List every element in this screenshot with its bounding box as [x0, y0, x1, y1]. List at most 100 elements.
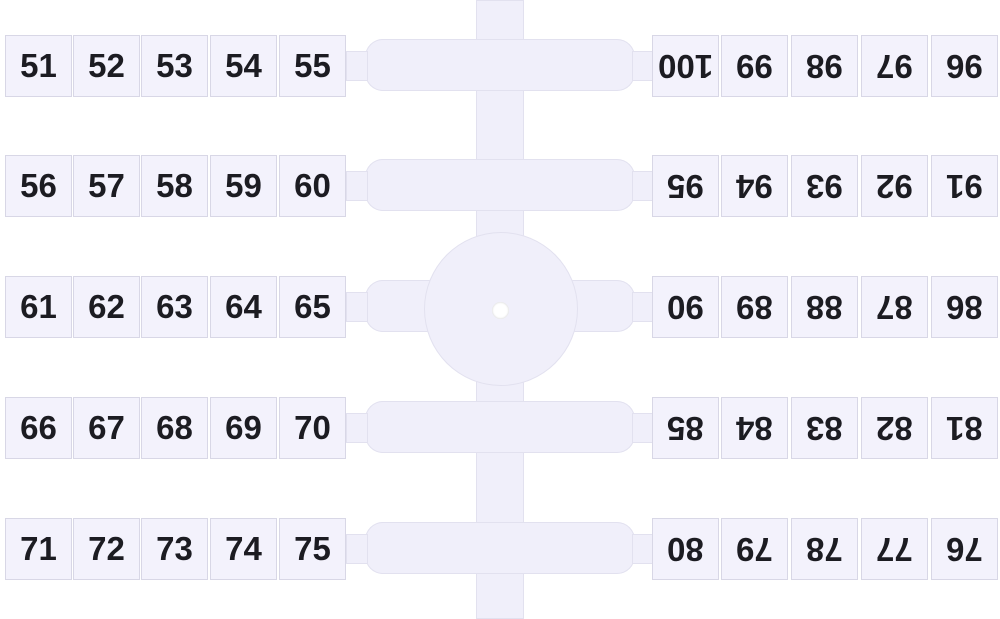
marker-number: 89 — [736, 289, 773, 326]
marker-tag: 80 — [652, 518, 719, 580]
marker-number: 95 — [667, 168, 704, 205]
marker-tag: 89 — [721, 276, 788, 338]
marker-number: 81 — [946, 410, 983, 447]
marker-tag: 94 — [721, 155, 788, 217]
marker-tag: 75 — [279, 518, 346, 580]
marker-number: 71 — [20, 530, 57, 567]
marker-tag: 71 — [5, 518, 72, 580]
marker-tag: 68 — [141, 397, 208, 459]
connector-neck — [632, 292, 654, 322]
connector-neck — [346, 171, 368, 201]
marker-tag: 98 — [791, 35, 858, 97]
marker-number: 58 — [156, 167, 193, 204]
marker-number: 60 — [294, 167, 331, 204]
marker-tag: 92 — [861, 155, 928, 217]
marker-tag: 52 — [73, 35, 140, 97]
marker-tag: 69 — [210, 397, 277, 459]
marker-number: 72 — [88, 530, 125, 567]
marker-tag: 58 — [141, 155, 208, 217]
marker-number: 65 — [294, 288, 331, 325]
connector-neck — [346, 51, 368, 81]
marker-tag: 86 — [931, 276, 998, 338]
marker-number: 53 — [156, 47, 193, 84]
marker-tag: 67 — [73, 397, 140, 459]
connector-bar — [365, 522, 635, 574]
marker-number: 82 — [876, 410, 913, 447]
marker-tag: 97 — [861, 35, 928, 97]
marker-number: 88 — [806, 289, 843, 326]
marker-number: 85 — [667, 410, 704, 447]
connector-neck — [346, 413, 368, 443]
marker-number: 64 — [225, 288, 262, 325]
marker-number: 73 — [156, 530, 193, 567]
marker-number: 91 — [946, 168, 983, 205]
marker-number: 55 — [294, 47, 331, 84]
hub-hole — [492, 302, 509, 319]
marker-number: 86 — [946, 289, 983, 326]
marker-number: 90 — [667, 289, 704, 326]
connector-neck — [632, 51, 654, 81]
marker-tag: 78 — [791, 518, 858, 580]
marker-number: 75 — [294, 530, 331, 567]
marker-tag: 84 — [721, 397, 788, 459]
marker-tag: 96 — [931, 35, 998, 97]
marker-tag: 59 — [210, 155, 277, 217]
marker-number: 63 — [156, 288, 193, 325]
marker-tag: 99 — [721, 35, 788, 97]
marker-tag: 66 — [5, 397, 72, 459]
marker-number: 79 — [736, 531, 773, 568]
marker-tag: 70 — [279, 397, 346, 459]
marker-tag: 54 — [210, 35, 277, 97]
marker-number: 92 — [876, 168, 913, 205]
marker-number: 56 — [20, 167, 57, 204]
marker-tag: 91 — [931, 155, 998, 217]
connector-bar — [365, 159, 635, 211]
marker-number: 57 — [88, 167, 125, 204]
marker-number: 93 — [806, 168, 843, 205]
marker-number: 51 — [20, 47, 57, 84]
connector-bar — [365, 401, 635, 453]
marker-number: 66 — [20, 409, 57, 446]
marker-number: 78 — [806, 531, 843, 568]
marker-tag: 63 — [141, 276, 208, 338]
marker-number: 70 — [294, 409, 331, 446]
marker-tag: 55 — [279, 35, 346, 97]
marker-number: 100 — [657, 48, 714, 85]
marker-tag: 74 — [210, 518, 277, 580]
marker-tag: 72 — [73, 518, 140, 580]
marker-tag: 53 — [141, 35, 208, 97]
marker-number: 87 — [876, 289, 913, 326]
marker-tag: 76 — [931, 518, 998, 580]
marker-tag: 95 — [652, 155, 719, 217]
marker-number: 98 — [806, 48, 843, 85]
marker-tag: 82 — [861, 397, 928, 459]
marker-number: 62 — [88, 288, 125, 325]
connector-bar — [365, 39, 635, 91]
connector-neck — [346, 292, 368, 322]
marker-tag: 64 — [210, 276, 277, 338]
connector-neck — [632, 171, 654, 201]
marker-number: 69 — [225, 409, 262, 446]
marker-number: 74 — [225, 530, 262, 567]
marker-number: 52 — [88, 47, 125, 84]
connector-neck — [632, 413, 654, 443]
marker-tag: 62 — [73, 276, 140, 338]
marker-tag: 60 — [279, 155, 346, 217]
marker-number: 59 — [225, 167, 262, 204]
marker-tag: 93 — [791, 155, 858, 217]
marker-number: 80 — [667, 531, 704, 568]
marker-number: 94 — [736, 168, 773, 205]
marker-tag: 77 — [861, 518, 928, 580]
marker-tag: 88 — [791, 276, 858, 338]
marker-tag: 79 — [721, 518, 788, 580]
marker-number: 99 — [736, 48, 773, 85]
marker-number: 83 — [806, 410, 843, 447]
marker-number: 84 — [736, 410, 773, 447]
marker-tag: 83 — [791, 397, 858, 459]
marker-tag: 81 — [931, 397, 998, 459]
marker-tag: 73 — [141, 518, 208, 580]
marker-number: 97 — [876, 48, 913, 85]
marker-tag: 85 — [652, 397, 719, 459]
marker-tag: 57 — [73, 155, 140, 217]
